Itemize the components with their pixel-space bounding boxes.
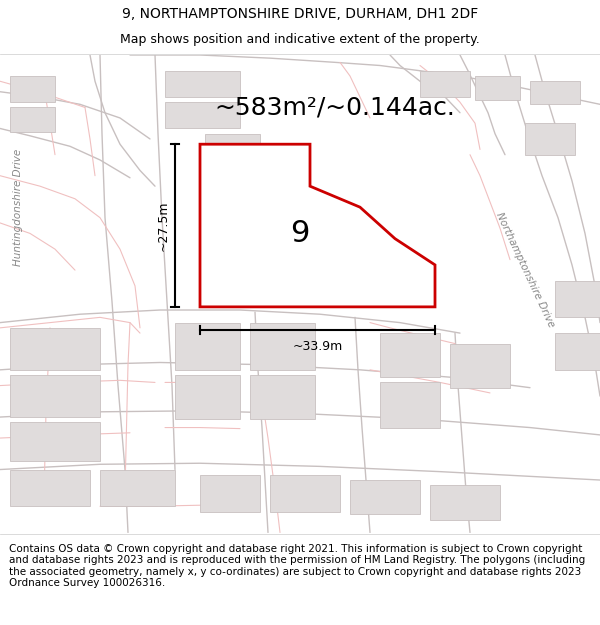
- Polygon shape: [175, 322, 240, 370]
- Polygon shape: [250, 375, 315, 419]
- Polygon shape: [200, 475, 260, 511]
- Text: 9: 9: [290, 219, 310, 248]
- Polygon shape: [430, 485, 500, 520]
- Polygon shape: [250, 322, 315, 370]
- Polygon shape: [10, 375, 100, 417]
- Polygon shape: [10, 328, 100, 370]
- Polygon shape: [420, 71, 470, 97]
- Text: Northamptonshire Drive: Northamptonshire Drive: [494, 211, 556, 329]
- Polygon shape: [10, 107, 55, 132]
- Polygon shape: [100, 469, 175, 506]
- Text: Contains OS data © Crown copyright and database right 2021. This information is : Contains OS data © Crown copyright and d…: [9, 544, 585, 588]
- Polygon shape: [525, 123, 575, 155]
- Text: Huntingdonshire Drive: Huntingdonshire Drive: [13, 149, 23, 266]
- Polygon shape: [555, 333, 600, 370]
- Polygon shape: [10, 469, 90, 506]
- Polygon shape: [380, 333, 440, 377]
- Polygon shape: [165, 102, 240, 129]
- Polygon shape: [10, 76, 55, 102]
- Text: 9, NORTHAMPTONSHIRE DRIVE, DURHAM, DH1 2DF: 9, NORTHAMPTONSHIRE DRIVE, DURHAM, DH1 2…: [122, 7, 478, 21]
- Polygon shape: [530, 81, 580, 104]
- Text: ~33.9m: ~33.9m: [292, 340, 343, 353]
- Polygon shape: [175, 375, 240, 419]
- Text: ~27.5m: ~27.5m: [157, 200, 170, 251]
- Text: Map shows position and indicative extent of the property.: Map shows position and indicative extent…: [120, 33, 480, 46]
- Polygon shape: [475, 76, 520, 100]
- Polygon shape: [270, 475, 340, 511]
- Polygon shape: [380, 382, 440, 428]
- Text: ~583m²/~0.144ac.: ~583m²/~0.144ac.: [215, 96, 455, 119]
- Polygon shape: [10, 422, 100, 461]
- Polygon shape: [205, 134, 260, 186]
- Polygon shape: [350, 480, 420, 514]
- Polygon shape: [555, 281, 600, 318]
- Polygon shape: [165, 71, 240, 97]
- Polygon shape: [200, 144, 435, 307]
- Polygon shape: [450, 344, 510, 388]
